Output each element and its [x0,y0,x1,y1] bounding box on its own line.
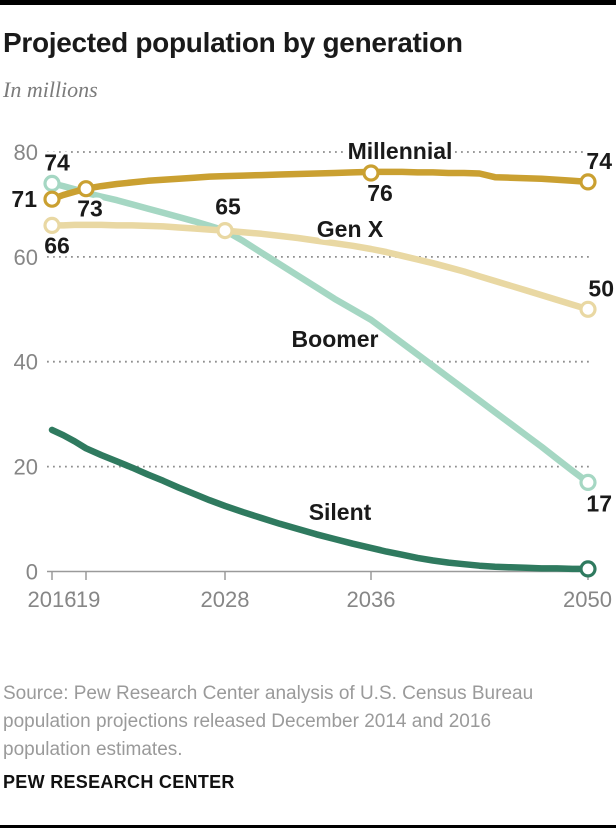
chart-title: Projected population by generation [3,27,463,58]
data-label-boomer-2050: 17 [586,490,612,516]
marker-genx-2050 [579,300,597,318]
source-line: population projections released December… [3,711,492,732]
y-axis-label-60: 60 [14,245,38,270]
source-line: Source: Pew Research Center analysis of … [3,683,534,704]
marker-genx-2016 [43,216,61,235]
bottom-rule [0,825,616,828]
marker-genx-2028 [216,221,234,240]
top-rule [0,0,616,5]
marker-boomer-2016 [43,174,61,193]
source-line: population estimates. [3,739,183,760]
x-axis-label-2036: 2036 [347,587,396,612]
data-label-millennial-2036: 76 [367,180,393,206]
data-label-millennial-2019: 73 [77,196,103,222]
x-axis-label-2028: 2028 [201,587,250,612]
series-line-genx [48,221,592,313]
y-axis-label-40: 40 [14,350,38,375]
data-label-millennial-2050: 74 [586,148,612,174]
marker-millennial-2016 [43,190,61,208]
marker-millennial-2036 [362,164,380,182]
series-line-boomer [48,180,592,486]
chart-subtitle: In millions [3,77,98,102]
y-axis-label-0: 0 [26,560,38,585]
x-axis-label-2019: '19 [72,587,101,612]
x-axis-label-2016: 2016 [28,587,77,612]
y-axis-label-20: 20 [14,455,38,480]
data-label-genx-2016: 66 [44,232,70,258]
data-label-boomer-2016: 74 [44,149,70,175]
data-label-millennial-2016: 71 [11,186,37,212]
marker-silent-2050 [579,560,597,578]
series-label-genx: Gen X [317,216,384,242]
source-note: Source: Pew Research Center analysis of … [3,680,593,764]
marker-millennial-2050 [579,173,597,191]
data-label-genx-2028: 65 [215,194,241,220]
series-line-millennial [48,168,592,203]
footer-brand: PEW RESEARCH CENTER [3,772,235,792]
series-label-millennial: Millennial [348,138,453,164]
data-label-genx-2050: 50 [588,275,614,301]
y-axis-label-80: 80 [14,140,38,165]
series-label-silent: Silent [309,499,372,525]
series-line-silent [48,426,592,573]
x-axis-label-2050: 2050 [563,587,612,612]
marker-boomer-2050 [579,473,597,491]
marker-millennial-2019 [77,180,95,198]
series-label-boomer: Boomer [292,326,379,352]
